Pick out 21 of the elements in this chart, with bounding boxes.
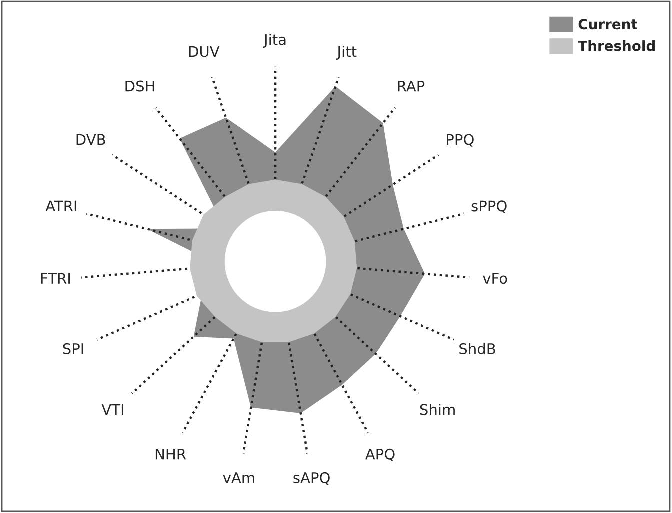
spoke-label: SPI [63,343,84,354]
spoke-label: ATRI [46,200,76,212]
spoke-label: PPQ [447,134,474,147]
spoke-label: RAP [398,80,425,92]
spoke-label: sAPQ [294,472,330,486]
spoke-label: NHR [156,449,186,460]
spoke-label: DVB [76,134,106,146]
spoke-label: VTI [102,404,124,416]
spoke-label: Jita [263,34,286,48]
spoke-label: Jitt [336,46,357,60]
legend-label: Threshold [578,40,655,52]
spoke-label: sPPQ [472,200,507,214]
spoke-label: DUV [189,46,220,58]
spoke-label: DSH [126,80,154,92]
spoke-label: vAm [223,472,254,484]
spoke-label: ShdB [460,343,496,354]
legend-label: Current [578,19,638,30]
spoke-label: vFo [483,273,508,284]
spoke-label: APQ [365,448,395,462]
spoke-label: Shim [420,404,455,416]
spoke-label: FTRI [41,273,70,284]
